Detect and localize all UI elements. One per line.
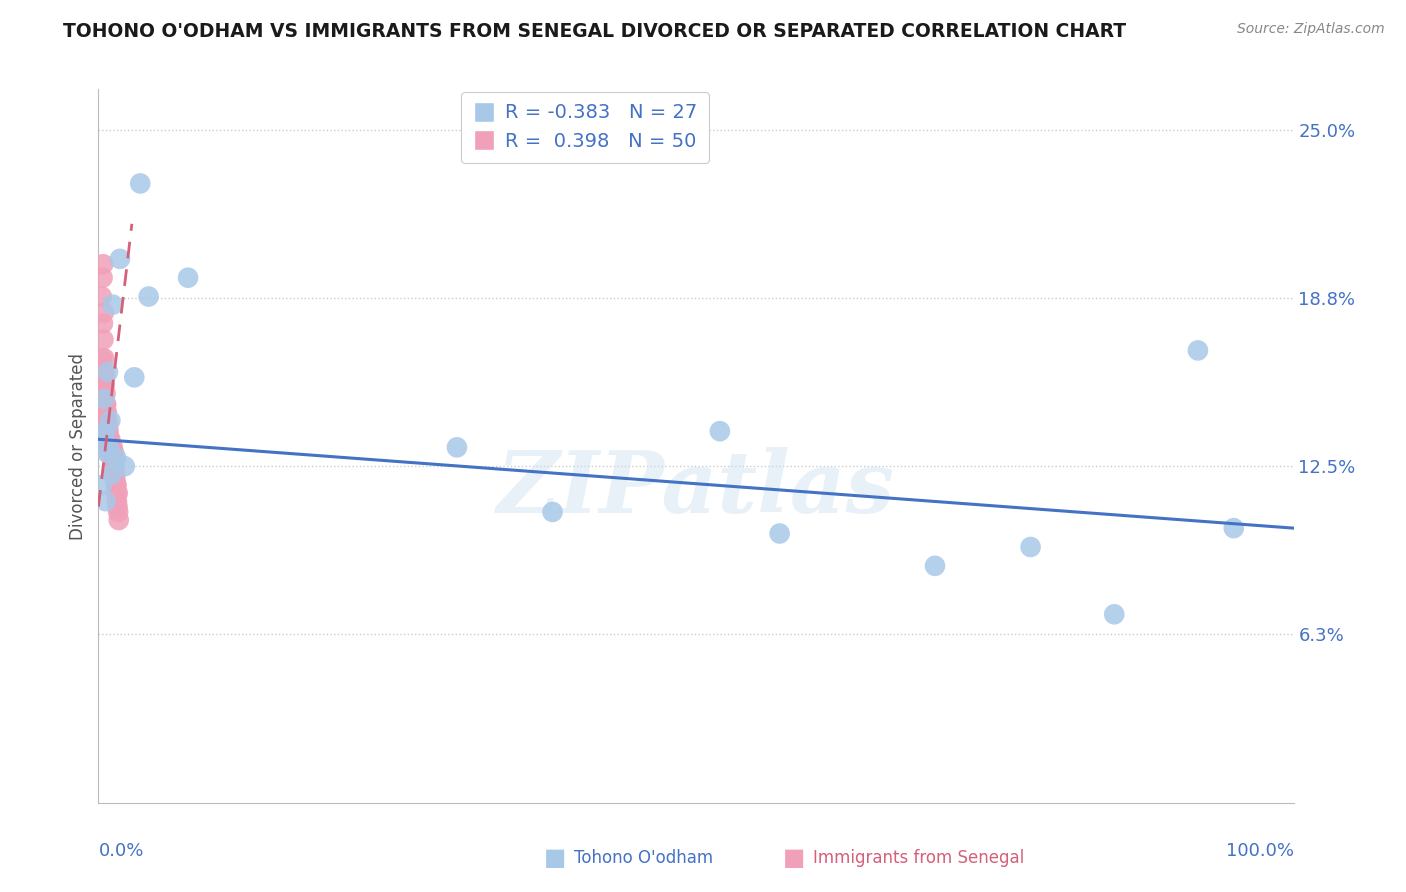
Point [94,386,117,401]
Point [105,486,128,500]
Text: ■: ■ [783,847,806,870]
Point [1019,540,1042,554]
Point [98,413,122,427]
Point [90,289,112,303]
Point [709,424,731,438]
Point [93,378,115,392]
Point [177,270,200,285]
Point [129,177,152,191]
Point [101,459,124,474]
Point [101,298,124,312]
Point [103,459,125,474]
Text: ZIPatlas: ZIPatlas [496,447,896,531]
Y-axis label: Divorced or Separated: Divorced or Separated [69,352,87,540]
Point [103,467,125,482]
Point [105,494,128,508]
Point [94,397,117,411]
Point [114,459,136,474]
Point [138,289,160,303]
Point [96,446,118,460]
Point [93,392,115,406]
Point [93,365,115,379]
Point [91,270,114,285]
Point [105,451,128,466]
Point [1223,521,1246,535]
Point [446,441,468,455]
Point [107,500,129,514]
Point [91,257,114,271]
Point [107,486,129,500]
Point [107,505,129,519]
Point [98,432,121,446]
Point [96,418,118,433]
Point [124,370,146,384]
Text: TOHONO O'ODHAM VS IMMIGRANTS FROM SENEGAL DIVORCED OR SEPARATED CORRELATION CHAR: TOHONO O'ODHAM VS IMMIGRANTS FROM SENEGA… [63,22,1126,41]
Point [96,413,118,427]
Point [924,558,946,573]
Point [769,526,792,541]
Point [91,478,114,492]
Point [100,446,122,460]
Point [108,252,131,266]
Point [96,405,118,419]
Point [101,451,124,466]
Point [93,306,115,320]
Point [101,441,124,455]
Text: Immigrants from Senegal: Immigrants from Senegal [813,849,1024,867]
Point [98,441,121,455]
Point [97,432,120,446]
Point [104,473,127,487]
Point [101,451,124,466]
Point [96,397,118,411]
Text: Tohono O'odham: Tohono O'odham [574,849,713,867]
Point [98,441,121,455]
Point [94,424,117,438]
Point [1104,607,1126,622]
Point [91,317,114,331]
Text: Source: ZipAtlas.com: Source: ZipAtlas.com [1237,22,1385,37]
Point [98,441,121,455]
Point [93,333,115,347]
Point [100,446,122,460]
Point [103,451,125,466]
Text: 100.0%: 100.0% [1226,842,1294,860]
Point [1187,343,1209,358]
Point [541,505,564,519]
Point [104,467,127,482]
Text: ■: ■ [544,847,567,870]
Point [94,405,117,419]
Text: 0.0%: 0.0% [98,842,143,860]
Point [96,418,118,433]
Point [94,370,117,384]
Point [107,513,129,527]
Point [97,432,120,446]
Point [97,418,120,433]
Point [97,424,120,438]
Point [100,441,122,455]
Point [104,478,127,492]
Point [94,494,117,508]
Point [91,351,114,366]
Point [91,432,114,446]
Point [90,378,112,392]
Point [89,441,111,455]
Legend: R = -0.383   N = 27, R =  0.398   N = 50: R = -0.383 N = 27, R = 0.398 N = 50 [461,92,710,163]
Point [100,467,122,482]
Point [97,365,120,379]
Point [98,432,122,446]
Point [93,351,115,366]
Point [105,478,128,492]
Point [103,446,125,460]
